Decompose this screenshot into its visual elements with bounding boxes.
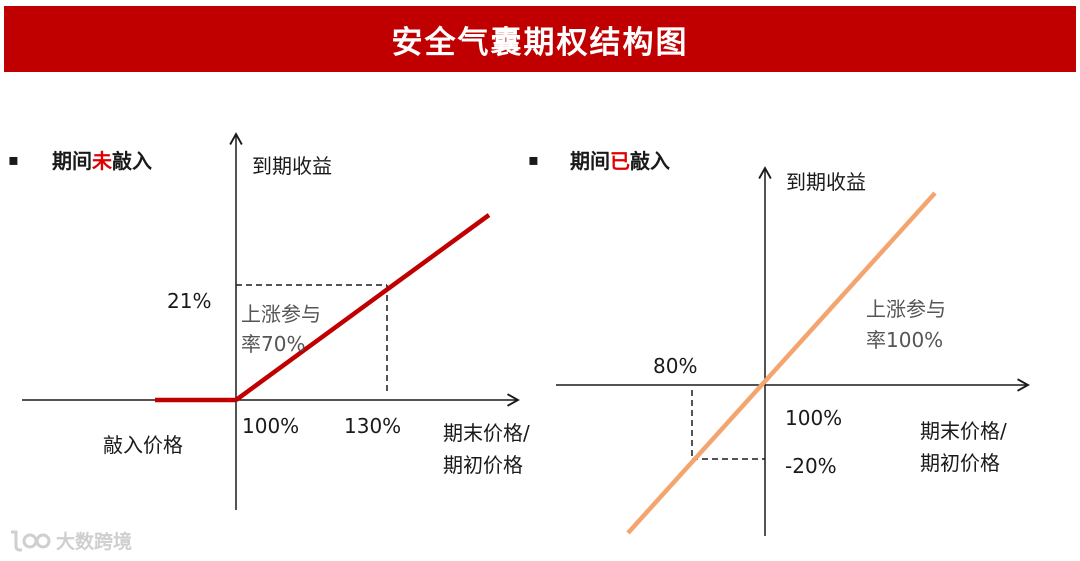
left-heading-highlight: 未 bbox=[92, 149, 112, 173]
left-y-axis-label: 到期收益 bbox=[252, 154, 332, 178]
right-participation-line2: 率100% bbox=[866, 328, 944, 352]
page-title: 安全气囊期权结构图 bbox=[391, 24, 689, 61]
left-participation-line1: 上涨参与 bbox=[241, 302, 321, 326]
title-banner: 安全气囊期权结构图 bbox=[4, 6, 1076, 72]
right-heading-highlight: 已 bbox=[610, 149, 630, 173]
left-x-tick-130: 130% bbox=[344, 414, 402, 438]
left-y-value-label: 21% bbox=[167, 289, 212, 313]
right-x-axis-label-line2: 期初价格 bbox=[920, 451, 1000, 475]
left-heading-pre: 期间 bbox=[52, 149, 92, 173]
right-x-value-label: 80% bbox=[653, 354, 698, 378]
left-heading-post: 敲入 bbox=[112, 149, 152, 173]
left-diagram bbox=[22, 132, 520, 510]
left-participation-line2: 率70% bbox=[241, 332, 306, 356]
right-heading-post: 敲入 bbox=[630, 149, 670, 173]
right-x-axis-label-line1: 期末价格/ bbox=[920, 419, 1007, 443]
watermark-text: 大数跨境 bbox=[56, 531, 133, 553]
right-heading-pre: 期间 bbox=[570, 149, 610, 173]
left-bullet: ▪ bbox=[8, 150, 19, 169]
left-x-axis-label-line1: 期末价格/ bbox=[443, 421, 530, 445]
left-x-axis-label-line2: 期初价格 bbox=[443, 453, 523, 477]
right-participation-line1: 上涨参与 bbox=[866, 297, 946, 321]
watermark: 大数跨境 bbox=[8, 527, 132, 554]
right-x-tick-100: 100% bbox=[785, 406, 843, 430]
left-payoff-line bbox=[234, 213, 491, 402]
right-payoff-line bbox=[626, 191, 937, 535]
right-bullet: ▪ bbox=[528, 150, 539, 169]
right-y-value-label: -20% bbox=[785, 454, 837, 478]
watermark-logo-icon bbox=[11, 530, 51, 551]
left-heading: 期间未敲入 bbox=[52, 145, 152, 174]
right-y-axis-label: 到期收益 bbox=[786, 170, 866, 194]
left-x-tick-100: 100% bbox=[242, 414, 300, 438]
left-knockin-label: 敲入价格 bbox=[103, 433, 183, 457]
right-heading: 期间已敲入 bbox=[570, 145, 670, 174]
right-diagram bbox=[556, 166, 1030, 536]
